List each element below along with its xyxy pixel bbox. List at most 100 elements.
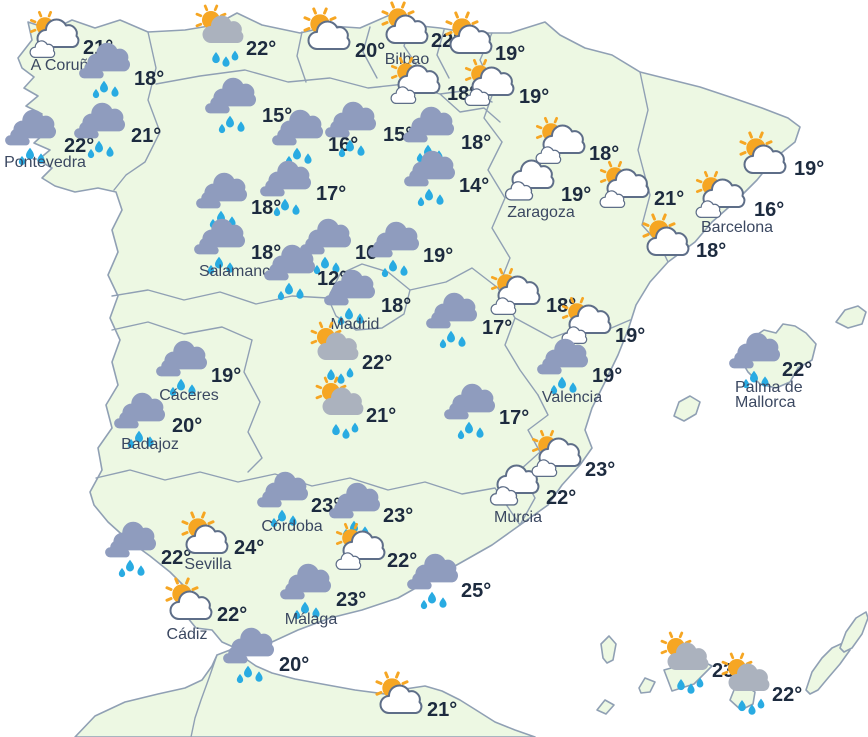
cloud-icon xyxy=(702,178,746,208)
rain-icon xyxy=(264,244,315,301)
weather-point[interactable]: 22°Pontevedra xyxy=(4,109,94,171)
weather-point[interactable]: 18° xyxy=(79,42,164,99)
cloud-icon xyxy=(185,524,229,554)
raindrop-icon xyxy=(177,378,185,391)
weather-point[interactable]: 21°A Coruña xyxy=(29,10,113,74)
weather-point[interactable]: 19° Valencia xyxy=(537,338,622,406)
weather-point[interactable]: 14° xyxy=(404,150,489,207)
weather-point[interactable]: 17° xyxy=(260,160,346,217)
raindrop-icon xyxy=(255,671,263,682)
weather-point[interactable]: 18°Madrid xyxy=(324,269,411,333)
sun-clouds2-icon xyxy=(29,10,80,59)
weather-point[interactable]: 21° xyxy=(74,102,161,159)
weather-point[interactable]: 15° xyxy=(205,77,292,134)
weather-point[interactable]: 19° xyxy=(445,11,525,65)
weather-point[interactable]: 22°Murcia xyxy=(489,464,577,526)
cloud-icon xyxy=(545,338,588,368)
temperature-label: 18° xyxy=(461,132,491,154)
raindrop-icon xyxy=(244,665,252,678)
cloud-icon xyxy=(342,530,386,560)
weather-point[interactable]: 18° xyxy=(642,213,726,262)
weather-point[interactable]: 19° xyxy=(368,221,453,278)
weather-point[interactable]: 19°Cáceres xyxy=(156,340,241,404)
weather-point[interactable]: 20° Bilbao xyxy=(303,7,429,68)
weather-point[interactable]: 21° xyxy=(315,376,396,439)
cloud-icon xyxy=(729,351,754,369)
temperature-label: 21° xyxy=(131,125,161,147)
cloud-icon xyxy=(497,275,541,305)
weather-point[interactable]: 19°Zaragoza xyxy=(504,159,592,221)
weather-point[interactable]: 23°Córdoba xyxy=(257,471,341,535)
rain-icon xyxy=(444,383,495,440)
raindrop-icon xyxy=(420,599,428,610)
raindrop-icon xyxy=(111,86,119,97)
raindrop-icon xyxy=(226,262,234,273)
raindrop-icon xyxy=(226,115,234,128)
cloud-icon xyxy=(535,146,562,165)
weather-point[interactable]: 22° Cádiz xyxy=(165,577,248,643)
cloud-icon xyxy=(36,18,80,48)
island-la-gomera xyxy=(638,677,656,694)
raindrop-icon xyxy=(457,429,465,440)
sun-cloud-icon xyxy=(445,11,493,54)
raindrop-icon xyxy=(381,267,389,278)
rain-icon xyxy=(105,521,156,578)
weather-point[interactable]: 18° xyxy=(535,116,619,165)
cloud-icon xyxy=(5,128,30,146)
weather-point[interactable]: 20° xyxy=(223,627,309,684)
temperature-label: 23° xyxy=(336,589,366,611)
cloud-icon xyxy=(322,387,364,415)
weather-point[interactable]: 22° xyxy=(310,321,392,384)
cloud-icon xyxy=(317,332,359,360)
weather-point[interactable]: 18° xyxy=(490,267,576,317)
cloud-icon xyxy=(606,168,650,198)
cloud-icon xyxy=(337,482,380,512)
weather-point[interactable]: 15° xyxy=(325,101,413,158)
weather-point[interactable]: 24° xyxy=(181,511,264,559)
weather-point[interactable]: 16°Barcelona xyxy=(695,170,784,236)
cloud-icon xyxy=(504,181,534,201)
weather-point[interactable]: 22° xyxy=(195,4,276,67)
sun-rain-icon xyxy=(660,631,709,694)
weather-point[interactable]: 21° xyxy=(599,160,684,210)
cloud-icon xyxy=(325,120,350,138)
weather-point[interactable]: 19° xyxy=(739,131,824,180)
raindrop-icon xyxy=(278,509,286,522)
region-border xyxy=(439,93,501,123)
raindrop-icon xyxy=(100,80,108,93)
weather-point[interactable]: 19° xyxy=(561,296,645,347)
temperature-label: 22° xyxy=(772,684,802,706)
raindrop-icon xyxy=(327,369,335,381)
weather-point[interactable]: 17° xyxy=(426,292,512,349)
weather-point[interactable]: 23°Málaga xyxy=(280,563,366,628)
cloud-icon xyxy=(415,553,458,583)
rain-icon xyxy=(194,218,245,275)
weather-point[interactable]: 22° xyxy=(335,522,417,572)
sun-cloud-icon xyxy=(375,671,423,714)
region-border xyxy=(327,263,411,331)
raindrop-icon xyxy=(332,262,340,273)
rain-icon xyxy=(537,338,588,395)
sun-clouds2-icon xyxy=(695,170,746,219)
raindrop-icon xyxy=(558,376,566,389)
weather-point[interactable]: 22°Sevilla xyxy=(105,521,232,578)
weather-point[interactable]: 25° xyxy=(407,553,491,610)
weather-point[interactable]: 22° xyxy=(721,652,802,715)
raindrop-icon xyxy=(301,601,309,614)
cloud-icon xyxy=(29,40,56,59)
temperature-label: 22° xyxy=(64,135,94,157)
sun-rain-icon xyxy=(315,376,364,439)
raindrop-icon xyxy=(127,438,135,449)
raindrop-icon xyxy=(346,139,354,152)
weather-point[interactable]: 19° xyxy=(464,58,549,108)
weather-point[interactable]: 17° xyxy=(444,383,529,440)
weather-point[interactable]: 20°Badajoz xyxy=(114,392,202,453)
raindrop-icon xyxy=(550,384,558,395)
cloud-icon xyxy=(156,359,181,377)
weather-point[interactable]: 21° xyxy=(375,671,457,721)
raindrop-icon xyxy=(321,256,329,269)
weather-point[interactable]: 23° xyxy=(531,429,615,481)
weather-point[interactable]: 18°Salamanca xyxy=(194,218,281,280)
temperature-label: 17° xyxy=(482,317,512,339)
